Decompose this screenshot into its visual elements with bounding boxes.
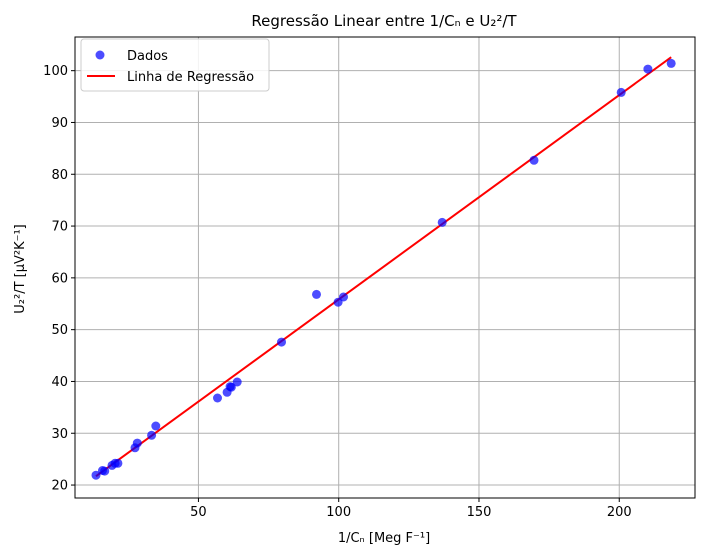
legend-label-dados: Dados [127, 49, 168, 64]
x-tick-label: 50 [190, 505, 207, 520]
x-tick-label: 150 [467, 505, 492, 520]
x-axis-ticks: 50 100 150 200 [190, 498, 632, 520]
data-point [529, 155, 539, 165]
chart-title: Regressão Linear entre 1/Cₙ e U₂²/T [251, 12, 517, 30]
data-point [132, 438, 142, 448]
y-tick-label: 100 [43, 64, 68, 79]
data-point [312, 289, 321, 299]
y-axis-title: U₂²/T [μV²K⁻¹] [13, 224, 28, 314]
y-tick-label: 90 [51, 116, 68, 131]
legend-label-regression: Linha de Regressão [127, 70, 254, 85]
y-axis-ticks: 20 30 40 50 60 70 80 90 100 [43, 64, 75, 494]
grid [75, 37, 695, 498]
x-tick-label: 200 [607, 505, 632, 520]
regression-line [95, 56, 672, 478]
y-tick-label: 20 [51, 479, 68, 494]
x-axis-title: 1/Cₙ [Meg F⁻¹] [338, 531, 430, 546]
y-tick-label: 50 [51, 323, 68, 338]
data-point [277, 337, 286, 347]
data-point [339, 292, 348, 302]
data-point [226, 382, 236, 392]
data-point [643, 64, 653, 74]
data-point [232, 377, 242, 387]
y-tick-label: 60 [51, 271, 68, 286]
legend-box [80, 38, 270, 92]
data-point [100, 466, 110, 476]
y-tick-label: 80 [51, 168, 68, 183]
data-point [213, 393, 222, 403]
plot-frame [74, 36, 696, 499]
x-tick-label: 100 [326, 505, 351, 520]
y-tick-label: 70 [51, 220, 68, 235]
y-tick-label: 30 [51, 427, 68, 442]
y-tick-label: 40 [51, 375, 68, 390]
data-points-layer [91, 58, 676, 480]
data-point [147, 430, 157, 440]
regression-line-layer [95, 56, 672, 478]
data-point [437, 217, 447, 227]
data-point [91, 470, 101, 480]
legend-marker-dados [95, 50, 105, 60]
data-point [151, 421, 161, 431]
legend: Dados Linha de Regressão [80, 38, 270, 92]
data-point [666, 58, 676, 68]
data-point [616, 87, 626, 97]
data-point [113, 458, 123, 468]
